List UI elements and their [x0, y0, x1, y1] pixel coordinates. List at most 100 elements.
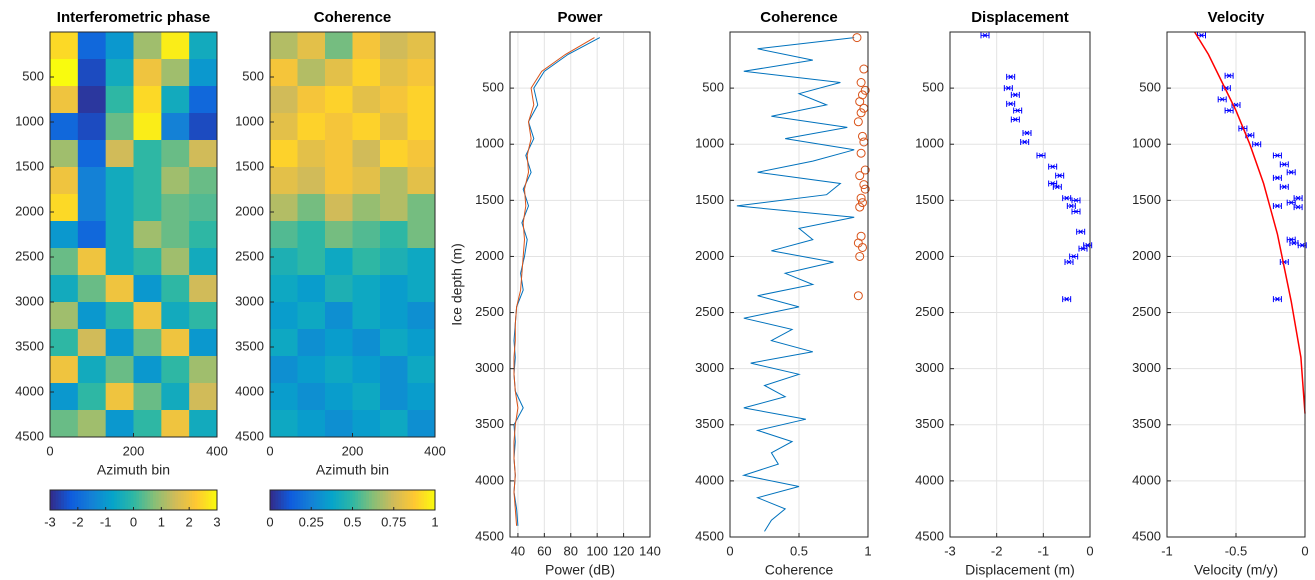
heatmap-cell	[380, 410, 408, 438]
x-axis-label: Azimuth bin	[97, 462, 170, 478]
colorbar-swatch	[197, 490, 201, 510]
colorbar-swatch	[396, 490, 400, 510]
colorbar-swatch	[286, 490, 290, 510]
data-point	[855, 97, 865, 107]
y-tick-label: 500	[242, 68, 264, 83]
data-point	[856, 193, 866, 203]
colorbar-swatch	[136, 490, 140, 510]
colorbar-swatch	[322, 490, 326, 510]
heatmap-cell	[380, 356, 408, 384]
data-point	[1062, 296, 1072, 303]
y-tick-label: 1000	[915, 136, 944, 151]
y-tick-label: 1500	[915, 192, 944, 207]
heatmap-cell	[133, 194, 162, 222]
heatmap-cell	[270, 32, 298, 60]
colorbar-swatch	[125, 490, 129, 510]
heatmap-cell	[407, 221, 436, 249]
heatmap-cell	[380, 383, 408, 411]
colorbar-swatch	[344, 490, 348, 510]
colorbar-swatch	[294, 490, 298, 510]
data-point	[859, 180, 869, 190]
colorbar-swatch	[415, 490, 419, 510]
colorbar-swatch	[283, 490, 287, 510]
data-point	[1272, 152, 1282, 159]
heatmap-cell	[352, 248, 381, 276]
y-tick-label: 4000	[475, 472, 504, 487]
data-point	[853, 291, 863, 301]
y-tick-label: 3500	[235, 338, 264, 353]
data-point	[1231, 101, 1241, 108]
x-tick-label: 140	[639, 543, 661, 558]
x-tick-label: 400	[206, 443, 228, 458]
x-tick-label: 0.5	[790, 543, 808, 558]
colorbar-swatch	[314, 490, 318, 510]
heatmap-cell	[407, 248, 436, 276]
data-point	[860, 85, 870, 95]
heatmap-cell	[297, 221, 326, 249]
heatmap-cell	[189, 194, 218, 222]
colorbar-swatch	[369, 490, 373, 510]
heatmap-cell	[297, 248, 326, 276]
data-line	[1193, 31, 1306, 414]
heatmap-cell	[297, 383, 326, 411]
colorbar-swatch	[147, 490, 151, 510]
heatmap-cell	[325, 302, 353, 330]
colorbar-swatch	[144, 490, 148, 510]
heatmap-cell	[105, 302, 134, 330]
colorbar-swatch	[330, 490, 334, 510]
y-tick-label: 500	[22, 68, 44, 83]
panel: Velocity -1 -0.5 0 500 1000 1500 2000 2500 3000 35…	[1132, 9, 1309, 578]
y-tick-label: 2500	[235, 248, 264, 263]
colorbar-swatch	[94, 490, 98, 510]
y-tick-label: 4000	[235, 383, 264, 398]
x-tick-label: -1	[1161, 543, 1173, 558]
x-tick-label: 0	[1301, 543, 1308, 558]
heatmap-cell	[161, 59, 190, 87]
heatmap-cell	[270, 194, 298, 222]
data-point	[1286, 236, 1296, 243]
colorbar-swatch	[292, 490, 296, 510]
colorbar-swatch	[211, 490, 215, 510]
data-point	[1272, 174, 1282, 181]
heatmap-cell	[325, 383, 353, 411]
heatmap-cell	[407, 86, 436, 114]
colorbar-swatch	[72, 490, 76, 510]
colorbar-swatch	[77, 490, 82, 510]
data-point	[1006, 73, 1016, 80]
y-tick-label: 2000	[235, 203, 264, 218]
colorbar-swatch	[316, 490, 320, 510]
data-point	[855, 251, 865, 261]
heatmap-cell	[77, 167, 107, 195]
heatmap-cell	[325, 275, 353, 303]
data-point	[855, 171, 865, 181]
heatmap-cell	[325, 221, 353, 249]
y-tick-label: 2000	[695, 248, 724, 263]
data-point	[1003, 85, 1013, 92]
data-point	[1069, 253, 1079, 260]
heatmap-cell	[189, 248, 218, 276]
colorbar-swatch	[289, 490, 293, 510]
y-tick-label: 1500	[235, 158, 264, 173]
colorbar-swatch	[214, 490, 218, 510]
heatmap-cell	[161, 32, 190, 60]
heatmap-cell	[105, 410, 134, 438]
colorbar-swatch	[102, 490, 107, 510]
data-point	[853, 117, 863, 127]
colorbar-tick-label: 1	[431, 514, 438, 529]
colorbar-swatch	[388, 490, 392, 510]
colorbar-tick-label: 3	[213, 514, 220, 529]
data-point	[1071, 197, 1081, 204]
data-point	[980, 32, 990, 39]
y-tick-label: 4500	[1132, 528, 1161, 543]
heatmap-cell	[105, 113, 134, 141]
heatmap-cell	[50, 194, 79, 222]
heatmap-cell	[50, 113, 79, 141]
colorbar-swatch	[366, 490, 370, 510]
x-tick-label: 80	[564, 543, 578, 558]
y-tick-label: 4000	[1132, 472, 1161, 487]
heatmap-cell	[189, 302, 218, 330]
y-tick-label: 2000	[915, 248, 944, 263]
heatmap-cell	[270, 221, 298, 249]
y-tick-label: 2500	[475, 304, 504, 319]
colorbar-swatch	[194, 490, 199, 510]
